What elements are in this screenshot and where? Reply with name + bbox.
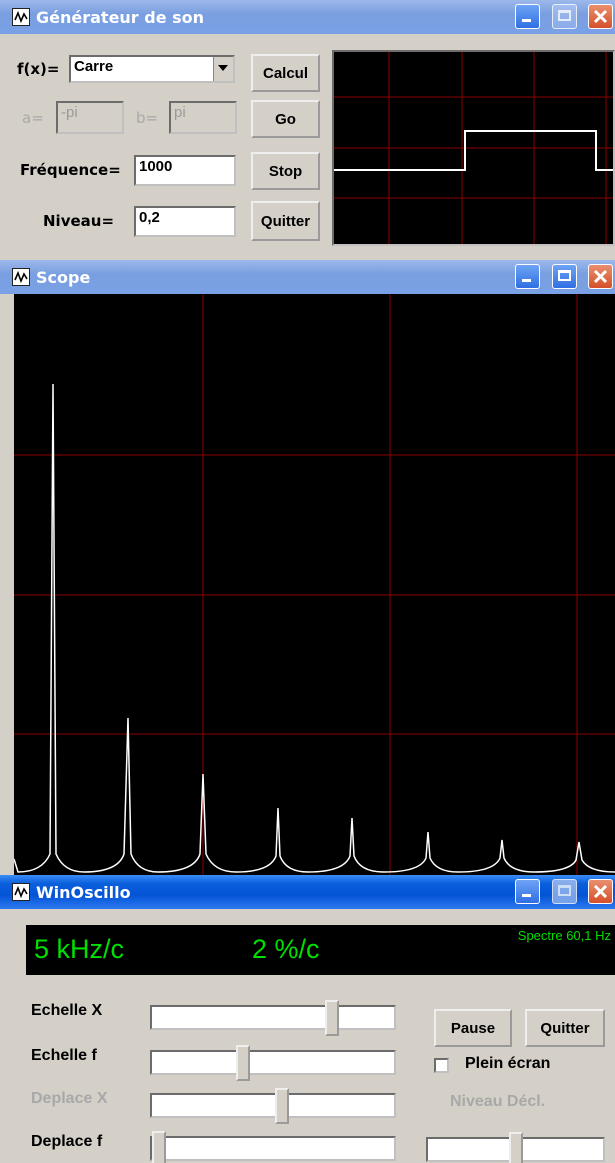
close-icon[interactable] <box>588 4 613 29</box>
maximize-icon <box>552 4 577 29</box>
winoscillo-titlebar[interactable]: WinOscillo <box>0 875 615 909</box>
minimize-icon[interactable] <box>515 879 540 904</box>
fullscreen-label[interactable]: Plein écran <box>465 1055 551 1072</box>
pause-button[interactable]: Pause <box>434 1009 512 1047</box>
window-title: Générateur de son <box>36 7 205 27</box>
fullscreen-checkbox[interactable] <box>434 1058 449 1073</box>
slider-label-echelle-x: Echelle X <box>31 1002 103 1019</box>
slider-label-deplace-x: Deplace X <box>31 1090 108 1107</box>
scope-window: Scope <box>0 260 615 875</box>
trigger-level-label: Niveau Décl. <box>450 1093 546 1110</box>
calc-button[interactable]: Calcul <box>251 54 320 92</box>
spectrum-display <box>13 294 615 875</box>
slider-thumb <box>275 1088 289 1124</box>
fx-label: f(x)= <box>17 60 60 78</box>
winoscillo-window: WinOscillo 5 kHz/c 2 %/c Spectre 60,1 Hz… <box>0 875 615 1163</box>
level-label: Niveau= <box>43 212 115 230</box>
go-button[interactable]: Go <box>251 100 320 138</box>
echelle-x-slider[interactable] <box>150 1000 396 1036</box>
a-field: -pi <box>56 101 124 134</box>
frequency-field[interactable]: 1000 <box>134 155 236 186</box>
b-field: pi <box>169 101 237 134</box>
slider-thumb[interactable] <box>325 1000 339 1036</box>
deplace-x-slider <box>150 1088 396 1124</box>
window-title: Scope <box>36 267 91 287</box>
quit-oscillo-button[interactable]: Quitter <box>525 1009 605 1047</box>
function-value: Carre <box>74 58 114 75</box>
level-field[interactable]: 0,2 <box>134 206 236 237</box>
generator-titlebar[interactable]: Générateur de son <box>0 0 615 34</box>
close-icon[interactable] <box>588 264 613 289</box>
readout-display: 5 kHz/c 2 %/c Spectre 60,1 Hz <box>26 925 615 975</box>
echelle-f-slider[interactable] <box>150 1045 396 1081</box>
maximize-icon <box>552 879 577 904</box>
waveform-app-icon <box>12 8 30 26</box>
waveform-preview <box>332 50 615 246</box>
spectrum-plot <box>13 294 615 875</box>
close-icon[interactable] <box>588 879 613 904</box>
slider-label-echelle-f: Echelle f <box>31 1047 97 1064</box>
x-scale-readout: 5 kHz/c <box>34 934 125 964</box>
scope-titlebar[interactable]: Scope <box>0 260 615 294</box>
minimize-icon[interactable] <box>515 4 540 29</box>
frequency-label: Fréquence= <box>20 161 121 179</box>
deplace-f-slider[interactable] <box>150 1131 396 1163</box>
quit-generator-button[interactable]: Quitter <box>251 201 320 241</box>
spectrum-trace <box>13 383 615 873</box>
function-select[interactable]: Carre <box>69 55 235 83</box>
oscillo-app-icon <box>12 883 30 901</box>
window-title: WinOscillo <box>36 882 131 902</box>
scope-app-icon <box>12 268 30 286</box>
square-wave-trace <box>334 130 613 171</box>
minimize-icon[interactable] <box>515 264 540 289</box>
waveform-preview-plot <box>334 52 613 244</box>
y-scale-readout: 2 %/c <box>252 934 320 964</box>
slider-thumb[interactable] <box>509 1132 523 1163</box>
chevron-down-icon[interactable] <box>213 57 233 81</box>
b-label: b= <box>136 109 159 127</box>
trigger-level-slider[interactable] <box>426 1132 605 1163</box>
stop-button[interactable]: Stop <box>251 152 320 190</box>
a-label: a= <box>22 109 44 127</box>
generator-window: Générateur de son f(x)= Carre a= -pi b= … <box>0 0 615 260</box>
slider-thumb[interactable] <box>236 1045 250 1081</box>
spectrum-info: Spectre 60,1 Hz <box>517 928 611 943</box>
slider-label-deplace-f: Deplace f <box>31 1133 103 1150</box>
maximize-icon[interactable] <box>552 264 577 289</box>
slider-thumb[interactable] <box>152 1131 166 1163</box>
